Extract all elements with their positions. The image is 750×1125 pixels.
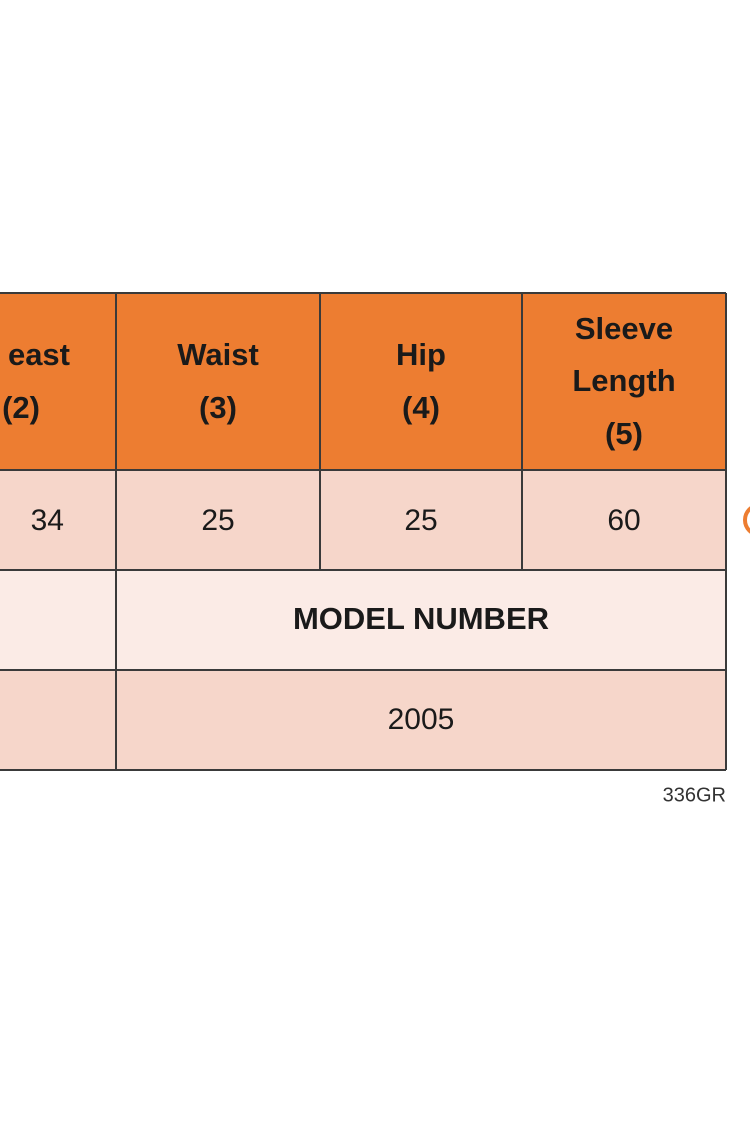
edge-decoration — [743, 506, 750, 534]
header-text: Hip — [396, 337, 446, 372]
header-row — [0, 293, 726, 470]
cell-text: 60 — [607, 504, 640, 537]
header-text: Length — [572, 363, 675, 398]
header-text: (2) — [2, 390, 40, 425]
cell-text: 25 — [404, 504, 437, 537]
header-text: Waist — [177, 337, 259, 372]
header-text: (4) — [402, 390, 440, 425]
footer-code: 336GR — [663, 784, 726, 806]
cell-text: 2005 — [388, 703, 455, 736]
measure-row — [0, 470, 726, 570]
cell-text: MODEL NUMBER — [293, 601, 549, 636]
table-grid — [0, 292, 727, 771]
model-label-row — [0, 570, 726, 670]
cell-text: 25 — [201, 504, 234, 537]
model-value-row — [0, 670, 726, 770]
header-text: east — [8, 337, 70, 372]
header-text: (5) — [605, 416, 643, 451]
header-text: (3) — [199, 390, 237, 425]
header-text: Sleeve — [575, 311, 673, 346]
cell-text: 34 — [31, 504, 64, 537]
